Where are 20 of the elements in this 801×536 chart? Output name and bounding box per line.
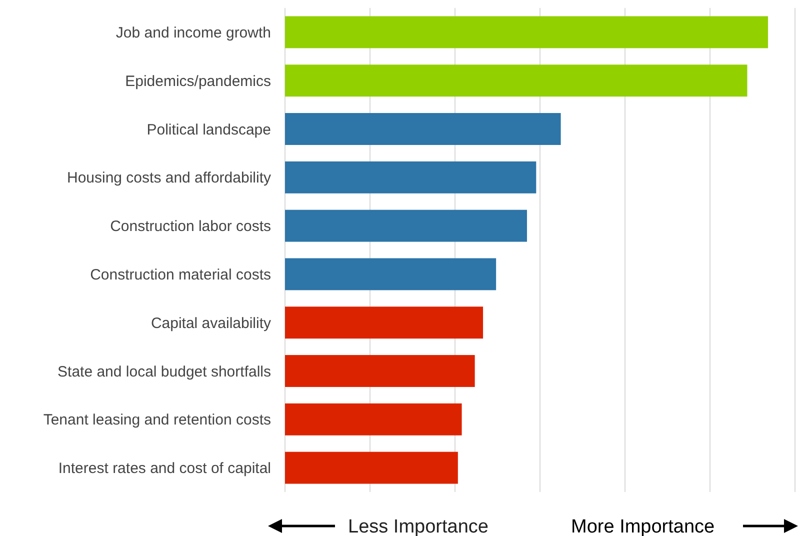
bar [285, 64, 748, 97]
bar [285, 16, 768, 48]
bar [285, 258, 496, 290]
bar [285, 452, 458, 484]
y-tick-label: Job and income growth [116, 24, 271, 42]
y-tick-label: State and local budget shortfalls [58, 363, 271, 380]
y-tick-label: Construction labor costs [110, 218, 271, 236]
y-tick-label: Capital availability [150, 314, 272, 332]
bar [285, 403, 462, 436]
bar [285, 210, 527, 242]
y-tick-label: Interest rates and cost of capital [58, 460, 271, 478]
y-tick-label: Construction material costs [90, 266, 271, 284]
bar [285, 306, 484, 339]
y-tick-label: Housing costs and affordability [66, 170, 272, 187]
y-tick-label: Tenant leasing and retention costs [43, 412, 271, 429]
bar [285, 161, 536, 194]
y-tick-label: Political landscape [146, 121, 271, 138]
y-tick-label: Epidemics/pandemics [125, 72, 271, 90]
bar [285, 355, 475, 387]
bar [285, 113, 561, 145]
